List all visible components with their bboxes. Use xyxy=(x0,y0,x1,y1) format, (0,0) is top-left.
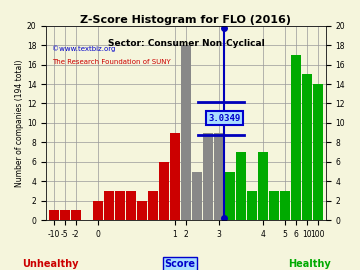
Bar xyxy=(71,210,81,220)
Bar xyxy=(313,84,323,220)
Bar xyxy=(291,55,301,220)
Text: ©www.textbiz.org: ©www.textbiz.org xyxy=(52,45,115,52)
Bar xyxy=(258,152,268,220)
Bar xyxy=(126,191,136,220)
Bar xyxy=(192,171,202,220)
Text: Score: Score xyxy=(165,259,195,269)
Bar xyxy=(93,201,103,220)
Bar xyxy=(214,133,224,220)
Bar xyxy=(269,191,279,220)
Bar xyxy=(181,45,191,220)
Bar xyxy=(49,210,59,220)
Bar xyxy=(115,191,125,220)
Text: 3.0349: 3.0349 xyxy=(208,114,240,123)
Bar xyxy=(203,133,213,220)
Text: Sector: Consumer Non-Cyclical: Sector: Consumer Non-Cyclical xyxy=(108,39,264,48)
Text: Healthy: Healthy xyxy=(288,259,331,269)
Bar xyxy=(60,210,70,220)
Title: Z-Score Histogram for FLO (2016): Z-Score Histogram for FLO (2016) xyxy=(80,15,291,25)
Bar xyxy=(302,74,312,220)
Bar xyxy=(225,171,235,220)
Bar xyxy=(170,133,180,220)
Bar xyxy=(247,191,257,220)
Bar xyxy=(104,191,114,220)
Bar xyxy=(137,201,147,220)
Y-axis label: Number of companies (194 total): Number of companies (194 total) xyxy=(15,59,24,187)
Bar xyxy=(148,191,158,220)
Text: Unhealthy: Unhealthy xyxy=(22,259,78,269)
Bar xyxy=(236,152,246,220)
Bar xyxy=(280,191,290,220)
Text: The Research Foundation of SUNY: The Research Foundation of SUNY xyxy=(52,59,171,65)
Bar xyxy=(159,162,169,220)
